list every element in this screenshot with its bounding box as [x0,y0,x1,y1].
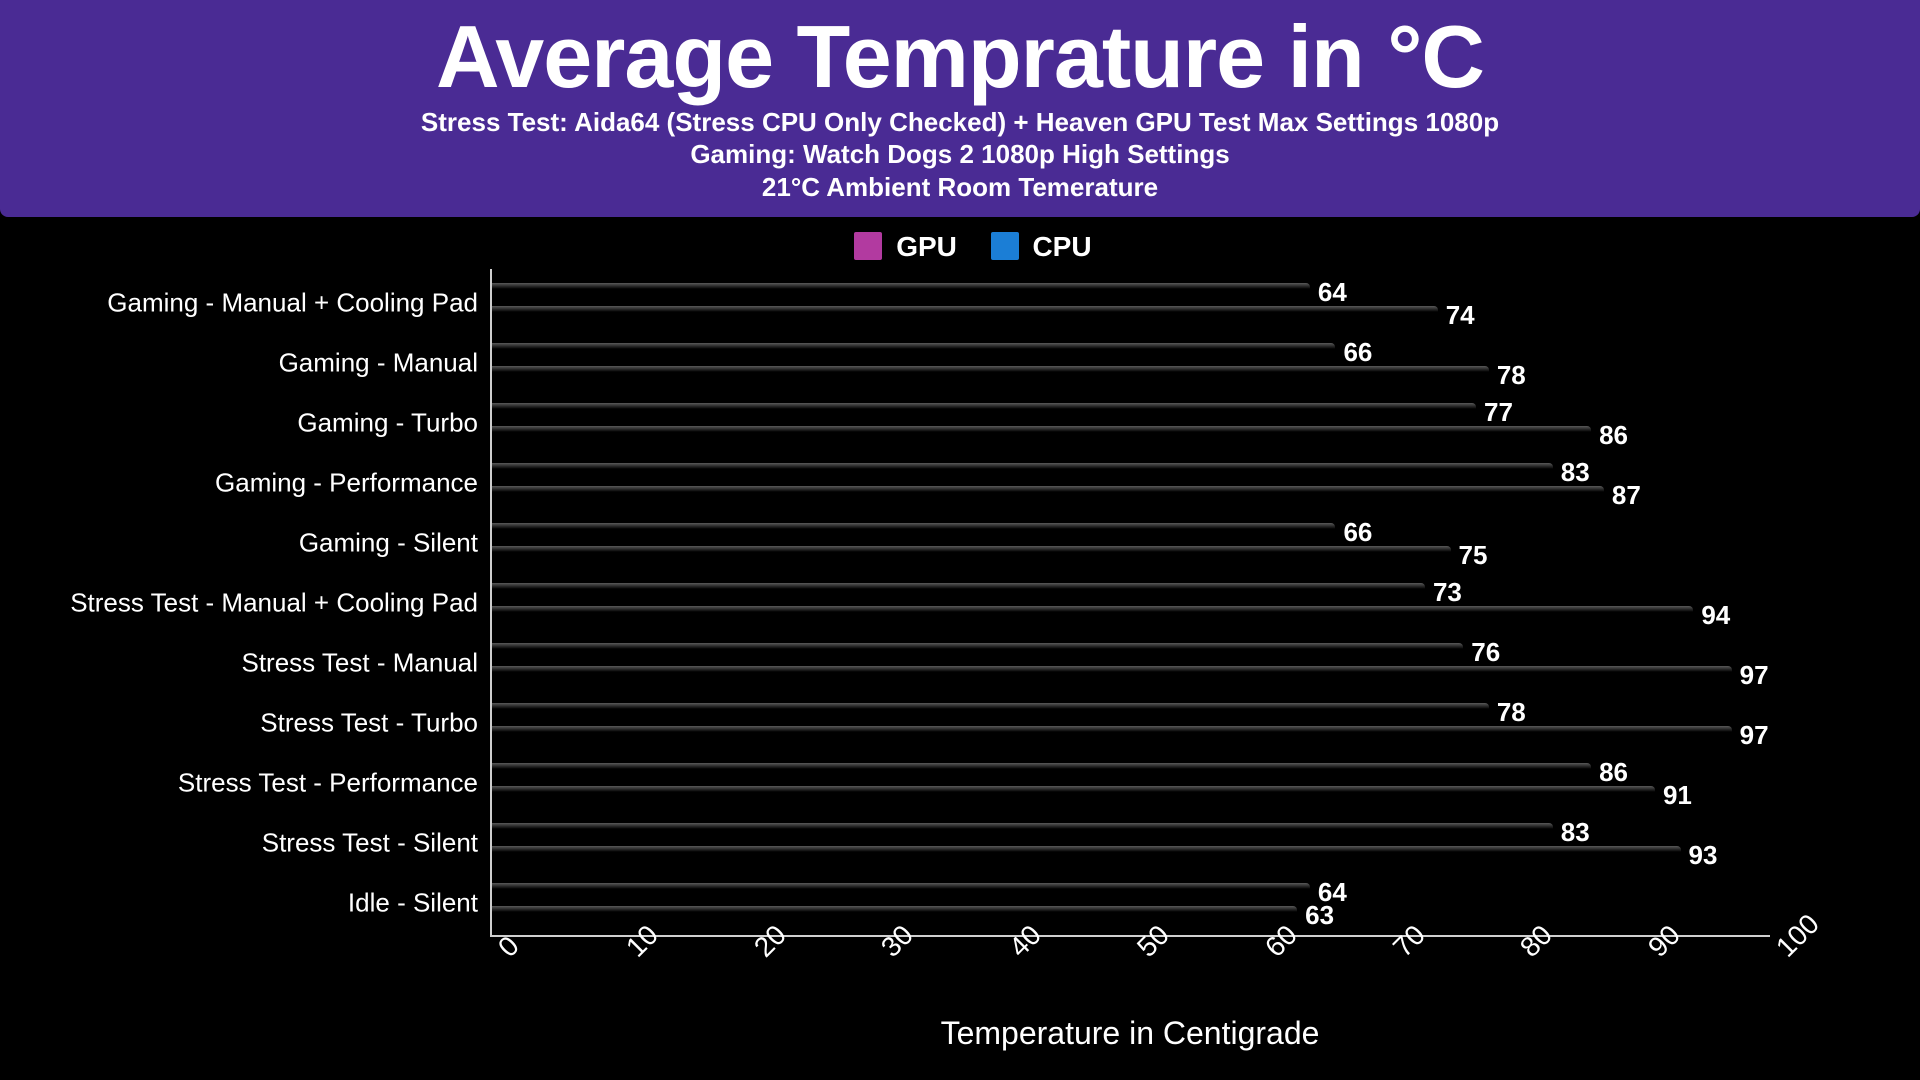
x-tick: 60 [1259,919,1304,964]
bar-cpu: 94 [492,606,1693,623]
bar-gpu: 73 [492,583,1425,600]
bar-value: 83 [1561,457,1590,488]
category-label: Gaming - Silent [299,528,478,559]
category-label: Stress Test - Silent [262,828,478,859]
x-tick: 10 [620,919,665,964]
bar-cpu: 97 [492,666,1732,683]
bar-value: 97 [1740,660,1769,691]
bar-gpu: 64 [492,883,1310,900]
category-label: Gaming - Turbo [297,408,478,439]
bar-cpu: 86 [492,426,1591,443]
x-tick: 40 [1003,919,1048,964]
bar-value: 97 [1740,720,1769,751]
bar-value: 73 [1433,577,1462,608]
x-tick: 70 [1387,919,1432,964]
subtitle-line: Stress Test: Aida64 (Stress CPU Only Che… [40,106,1880,139]
bar-value: 63 [1305,900,1334,931]
bar-gpu: 66 [492,523,1335,540]
bar-value: 86 [1599,420,1628,451]
bar-cpu: 91 [492,786,1655,803]
bar-gpu: 64 [492,283,1310,300]
bar-value: 76 [1471,637,1500,668]
bar-gpu: 77 [492,403,1476,420]
bar-value: 83 [1561,817,1590,848]
category-label: Stress Test - Performance [178,768,478,799]
bar-gpu: 86 [492,763,1591,780]
bar-value: 66 [1343,337,1372,368]
bar-cpu: 97 [492,726,1732,743]
bar-cpu: 93 [492,846,1681,863]
chart-subtitle: Stress Test: Aida64 (Stress CPU Only Che… [40,106,1880,204]
bar-cpu: 87 [492,486,1604,503]
category-label: Gaming - Performance [215,468,478,499]
x-tick: 90 [1642,919,1687,964]
bar-gpu: 78 [492,703,1489,720]
category-label: Stress Test - Manual + Cooling Pad [70,588,478,619]
bar-cpu: 63 [492,906,1297,923]
x-tick: 80 [1514,919,1559,964]
chart-title: Average Temprature in °C [40,12,1880,102]
bar-value: 75 [1459,540,1488,571]
bar-cpu: 78 [492,366,1489,383]
category-label: Stress Test - Manual [241,648,478,679]
legend-label-cpu: CPU [1032,231,1091,262]
legend-swatch-gpu [854,232,882,260]
subtitle-line: Gaming: Watch Dogs 2 1080p High Settings [40,138,1880,171]
bar-gpu: 83 [492,823,1553,840]
bar-value: 78 [1497,360,1526,391]
bar-value: 77 [1484,397,1513,428]
category-label: Gaming - Manual + Cooling Pad [107,288,478,319]
x-ticks: 0102030405060708090100 [492,935,1770,1005]
x-tick: 50 [1131,919,1176,964]
bar-value: 66 [1343,517,1372,548]
bar-value: 64 [1318,277,1347,308]
bar-value: 94 [1701,600,1730,631]
bar-value: 93 [1689,840,1718,871]
subtitle-line: 21°C Ambient Room Temerature [40,171,1880,204]
category-label: Gaming - Manual [279,348,478,379]
category-label: Stress Test - Turbo [260,708,478,739]
category-label: Idle - Silent [348,888,478,919]
bar-cpu: 74 [492,306,1438,323]
bar-value: 78 [1497,697,1526,728]
bar-cpu: 75 [492,546,1451,563]
legend-label-gpu: GPU [896,231,957,262]
bar-gpu: 83 [492,463,1553,480]
bar-value: 86 [1599,757,1628,788]
x-tick: 30 [875,919,920,964]
bar-value: 87 [1612,480,1641,511]
legend-swatch-cpu [991,232,1019,260]
x-tick: 100 [1770,908,1826,964]
x-tick: 0 [492,930,526,964]
x-axis-label: Temperature in Centigrade [490,1015,1770,1052]
bar-value: 91 [1663,780,1692,811]
chart-legend: GPU CPU [0,231,1920,263]
chart-header: Average Temprature in °C Stress Test: Ai… [0,0,1920,217]
bar-value: 74 [1446,300,1475,331]
chart-area: 0102030405060708090100 Gaming - Manual +… [0,269,1920,1052]
bar-gpu: 76 [492,643,1463,660]
plot-area: 0102030405060708090100 Gaming - Manual +… [490,269,1770,937]
x-tick: 20 [748,919,793,964]
bar-gpu: 66 [492,343,1335,360]
